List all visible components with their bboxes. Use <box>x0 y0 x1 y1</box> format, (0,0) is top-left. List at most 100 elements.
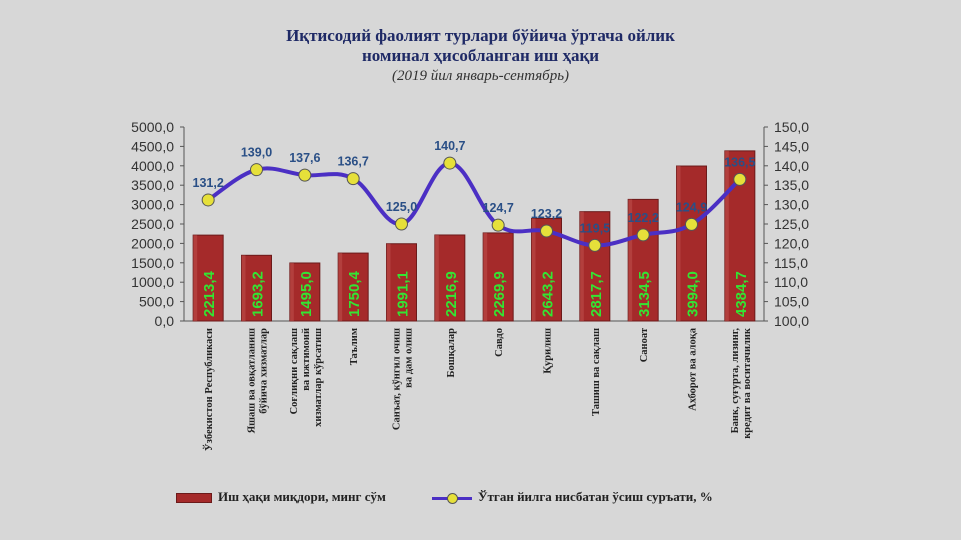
left-tick-label: 2500,0 <box>131 216 174 232</box>
left-axis: 0,0 500,0 1000,0 1500,0 2000,0 2500,0 3000,0 35… <box>131 119 764 329</box>
line-value-label: 124,7 <box>483 201 514 215</box>
bar-value-label: 4384,7 <box>733 271 750 317</box>
right-tick-label: 140,0 <box>774 158 809 174</box>
category-label: кредит ва воситачилик <box>742 327 753 439</box>
bar-highlight <box>628 199 633 321</box>
chart-subtitle: (2019 йил январь-сентябрь) <box>391 68 570 84</box>
line-value-label: 123,2 <box>531 207 562 221</box>
category-label: Соғлиқни сақлаш <box>289 328 300 415</box>
bar-highlight <box>386 243 391 321</box>
bar-highlight <box>531 218 536 321</box>
chart-title-block: Иқтисодий фаолият турлари бўйича ўртача … <box>0 26 961 86</box>
right-tick-label: 145,0 <box>774 138 809 154</box>
line-value-label: 137,6 <box>289 151 320 165</box>
line-marker <box>395 217 408 231</box>
bar <box>337 252 369 322</box>
right-tick-label: 120,0 <box>774 235 809 251</box>
category-label: Ахборот ва алоқа <box>688 327 699 411</box>
category-label: хизматлар кўрсатиш <box>313 328 324 427</box>
category-label: ва ижтимоий <box>301 328 312 391</box>
category-label: бўйича хизматлар <box>259 328 270 414</box>
legend-item-bar: Иш ҳақи миқдори, минг сўм <box>176 489 386 505</box>
right-tick-label: 115,0 <box>774 255 808 271</box>
bar-value-label: 1495,0 <box>298 271 315 317</box>
left-tick-label: 5000,0 <box>131 119 174 135</box>
right-tick-label: 150,0 <box>774 119 809 135</box>
left-tick-label: 1000,0 <box>131 274 174 290</box>
category-label: Ташиш ва сақлаш <box>591 328 602 416</box>
chart-title-line-2: номинал ҳисобланган иш ҳақи <box>361 46 600 65</box>
line-marker <box>250 163 263 177</box>
line-value-label: 136,7 <box>338 155 369 169</box>
bar-value-label: 2216,9 <box>443 271 460 317</box>
bar-highlight <box>579 211 584 321</box>
category-label: Саноат <box>639 327 650 362</box>
category-label: Савдо <box>494 328 505 357</box>
bar-value-label: 3134,5 <box>636 271 653 317</box>
bar-value-label: 1750,4 <box>346 270 363 317</box>
bar-value-label: 1693,2 <box>250 271 267 317</box>
category-label: Яшаш ва овқатланиш <box>247 328 258 434</box>
line-value-label: 136,5 <box>724 155 755 169</box>
line-value-label: 140,7 <box>434 139 465 153</box>
line-marker <box>443 156 457 170</box>
bar-highlight <box>434 234 439 321</box>
category-label: Ўзбекистон Республикаси <box>203 328 215 451</box>
line-marker <box>201 193 215 207</box>
bar <box>192 234 224 322</box>
line-value-label: 131,2 <box>193 176 224 190</box>
bar-series: 2213,4 1693,2 1495,0 1750,4 1991,1 2216,9 2269… <box>192 150 756 322</box>
bar-highlight <box>676 166 681 321</box>
left-tick-label: 3500,0 <box>131 177 174 193</box>
bar-value-label: 2643,2 <box>540 271 557 317</box>
left-tick-label: 3000,0 <box>131 197 174 213</box>
bar-highlight <box>289 262 294 321</box>
chart-title-line-1: Иқтисодий фаолият турлари бўйича ўртача … <box>286 26 675 45</box>
category-label: Таълим <box>349 328 360 365</box>
left-tick-label: 500,0 <box>139 294 174 310</box>
right-tick-label: 125,0 <box>774 216 809 232</box>
right-tick-label: 110,0 <box>774 274 808 290</box>
bar-highlight <box>193 235 198 321</box>
line-marker <box>298 168 312 182</box>
right-tick-label: 100,0 <box>774 313 809 329</box>
line-value-label: 125,0 <box>386 200 417 214</box>
line-value-label: 119,5 <box>580 221 611 235</box>
category-label: Банк, суғурта, лизинг, <box>730 328 741 434</box>
bar <box>434 234 466 322</box>
line-marker <box>346 172 360 186</box>
bar <box>627 198 659 322</box>
category-label: Бошқалар <box>446 328 457 378</box>
line-series: 131,2 139,0 137,6 136,7 125,0 140,7 124,7 123,2… <box>193 139 756 252</box>
bar <box>482 232 514 322</box>
legend-line-swatch <box>432 493 472 505</box>
bar-value-label: 3994,0 <box>685 271 702 317</box>
bar-highlight <box>724 150 729 321</box>
right-tick-label: 130,0 <box>774 197 809 213</box>
bar <box>241 254 272 322</box>
line-marker <box>733 172 747 186</box>
bar-highlight <box>241 255 246 321</box>
line-marker <box>636 228 650 242</box>
right-tick-label: 135,0 <box>774 177 809 193</box>
line-marker <box>540 224 553 238</box>
category-axis: Ўзбекистон Республикаси Яшаш ва овқатлани… <box>203 327 753 451</box>
line-marker <box>491 218 505 232</box>
bar-value-label: 1991,1 <box>395 271 412 317</box>
bar-highlight <box>483 232 488 321</box>
line-value-label: 139,0 <box>241 146 272 160</box>
right-tick-label: 105,0 <box>774 294 809 310</box>
line-value-label: 124,9 <box>676 200 707 214</box>
left-tick-label: 0,0 <box>155 313 175 329</box>
line-value-label: 122,2 <box>628 211 659 225</box>
legend-bar-swatch <box>176 493 212 504</box>
legend-bar-label: Иш ҳақи миқдори, минг сўм <box>218 489 386 504</box>
bar-value-label: 2817,7 <box>588 271 605 317</box>
category-label: Қурилиш <box>543 328 554 374</box>
left-tick-label: 4500,0 <box>131 138 174 154</box>
legend-item-line: Ўтган йилга нисбатан ўсиш суръати, % <box>432 489 713 505</box>
bar-highlight <box>338 253 343 321</box>
bar-value-label: 2213,4 <box>201 270 218 317</box>
bar <box>579 211 611 322</box>
